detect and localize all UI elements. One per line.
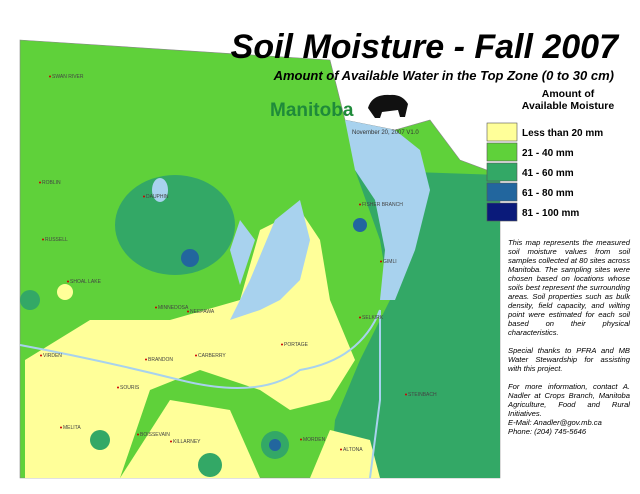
subtitle: Amount of Available Water in the Top Zon…: [273, 68, 614, 83]
town-marker: [49, 75, 51, 78]
town-label: GIMLI: [383, 259, 397, 265]
lake: [230, 220, 255, 285]
moist-zone: [20, 290, 40, 310]
town-label: MELITA: [63, 425, 81, 431]
town-label: PORTAGE: [284, 342, 309, 348]
town-label: MINNEDOSA: [158, 305, 189, 311]
town-label: SWAN RIVER: [52, 74, 84, 80]
river: [19, 309, 381, 389]
wet-zone: [353, 218, 367, 232]
legend-swatch: [486, 142, 518, 162]
title: Soil Moisture - Fall 2007: [231, 28, 620, 66]
town-marker: [187, 310, 189, 313]
bison-icon: [368, 94, 408, 118]
lake: [230, 200, 310, 320]
town-marker: [67, 280, 69, 283]
river: [369, 310, 381, 479]
town-marker: [281, 343, 283, 346]
note: This map represents the measured soil mo…: [508, 238, 630, 337]
wet-zone: [181, 249, 199, 267]
town-marker: [405, 393, 407, 396]
town-label: STEINBACH: [408, 392, 437, 398]
town-label: SHOAL LAKE: [70, 279, 102, 285]
town-label: SELKIRK: [362, 315, 384, 321]
lake: [345, 120, 430, 300]
note: Special thanks to PFRA and MB Water Stew…: [508, 346, 630, 373]
town-marker: [42, 238, 44, 241]
town-marker: [143, 195, 145, 198]
town-marker: [117, 386, 119, 389]
legend-swatch: [486, 122, 518, 142]
town-marker: [340, 448, 342, 451]
note: E-Mail: Anadler@gov.mb.ca: [508, 418, 602, 427]
town-label: KILLARNEY: [173, 439, 201, 445]
dry-zone: [120, 400, 260, 478]
town-label: BRANDON: [148, 357, 173, 363]
moist-zone: [198, 453, 222, 477]
town-marker: [145, 358, 147, 361]
town-label: ROBLIN: [42, 180, 61, 186]
town-marker: [195, 354, 197, 357]
legend-label: 81 - 100 mm: [522, 208, 579, 219]
town-label: VIRDEN: [43, 353, 62, 359]
town-marker: [137, 433, 139, 436]
legend-label: 21 - 40 mm: [522, 148, 574, 159]
town-label: DAUPHIN: [146, 194, 169, 200]
town-label: NEEPAWA: [190, 309, 215, 315]
legend-label: 41 - 60 mm: [522, 168, 574, 179]
legend-label: 61 - 80 mm: [522, 188, 574, 199]
wet-zone: [269, 439, 281, 451]
legend-swatch: [486, 182, 518, 202]
town-label: MORDEN: [303, 437, 326, 443]
note: Phone: (204) 745-5646: [508, 427, 587, 436]
town-marker: [380, 260, 382, 263]
town-label: FISHER BRANCH: [362, 202, 403, 208]
town-marker: [300, 438, 302, 441]
note: For more information, contact A. Nadler …: [508, 382, 630, 418]
town-marker: [359, 203, 361, 206]
town-label: SOURIS: [120, 385, 140, 391]
town-marker: [60, 426, 62, 429]
town-label: RUSSELL: [45, 237, 68, 243]
legend-title: Amount of Available Moisture: [522, 88, 615, 112]
town-label: ALTONA: [343, 447, 363, 453]
town-marker: [155, 306, 157, 309]
town-marker: [170, 440, 172, 443]
logo: Manitoba: [270, 100, 354, 121]
town-marker: [39, 181, 41, 184]
legend-swatch: [486, 162, 518, 182]
dry-zone: [310, 430, 380, 478]
legend-swatch: [486, 202, 518, 222]
legend-label: Less than 20 mm: [522, 128, 603, 139]
dry-zone: [57, 284, 73, 300]
town-label: BOISSEVAIN: [140, 432, 170, 438]
town-marker: [359, 316, 361, 319]
lake: [152, 178, 168, 202]
moist-zone: [115, 175, 235, 275]
town-label: CARBERRY: [198, 353, 226, 359]
moist-zone: [90, 430, 110, 450]
date: November 20, 2007 V1.0: [352, 130, 419, 136]
town-labels: SWAN RIVER ROBLIN DAUPHIN RUSSELL SHOAL …: [42, 74, 437, 453]
town-marker: [40, 354, 42, 357]
moist-zone: [330, 170, 500, 478]
notes: This map represents the measured soil mo…: [508, 238, 630, 436]
